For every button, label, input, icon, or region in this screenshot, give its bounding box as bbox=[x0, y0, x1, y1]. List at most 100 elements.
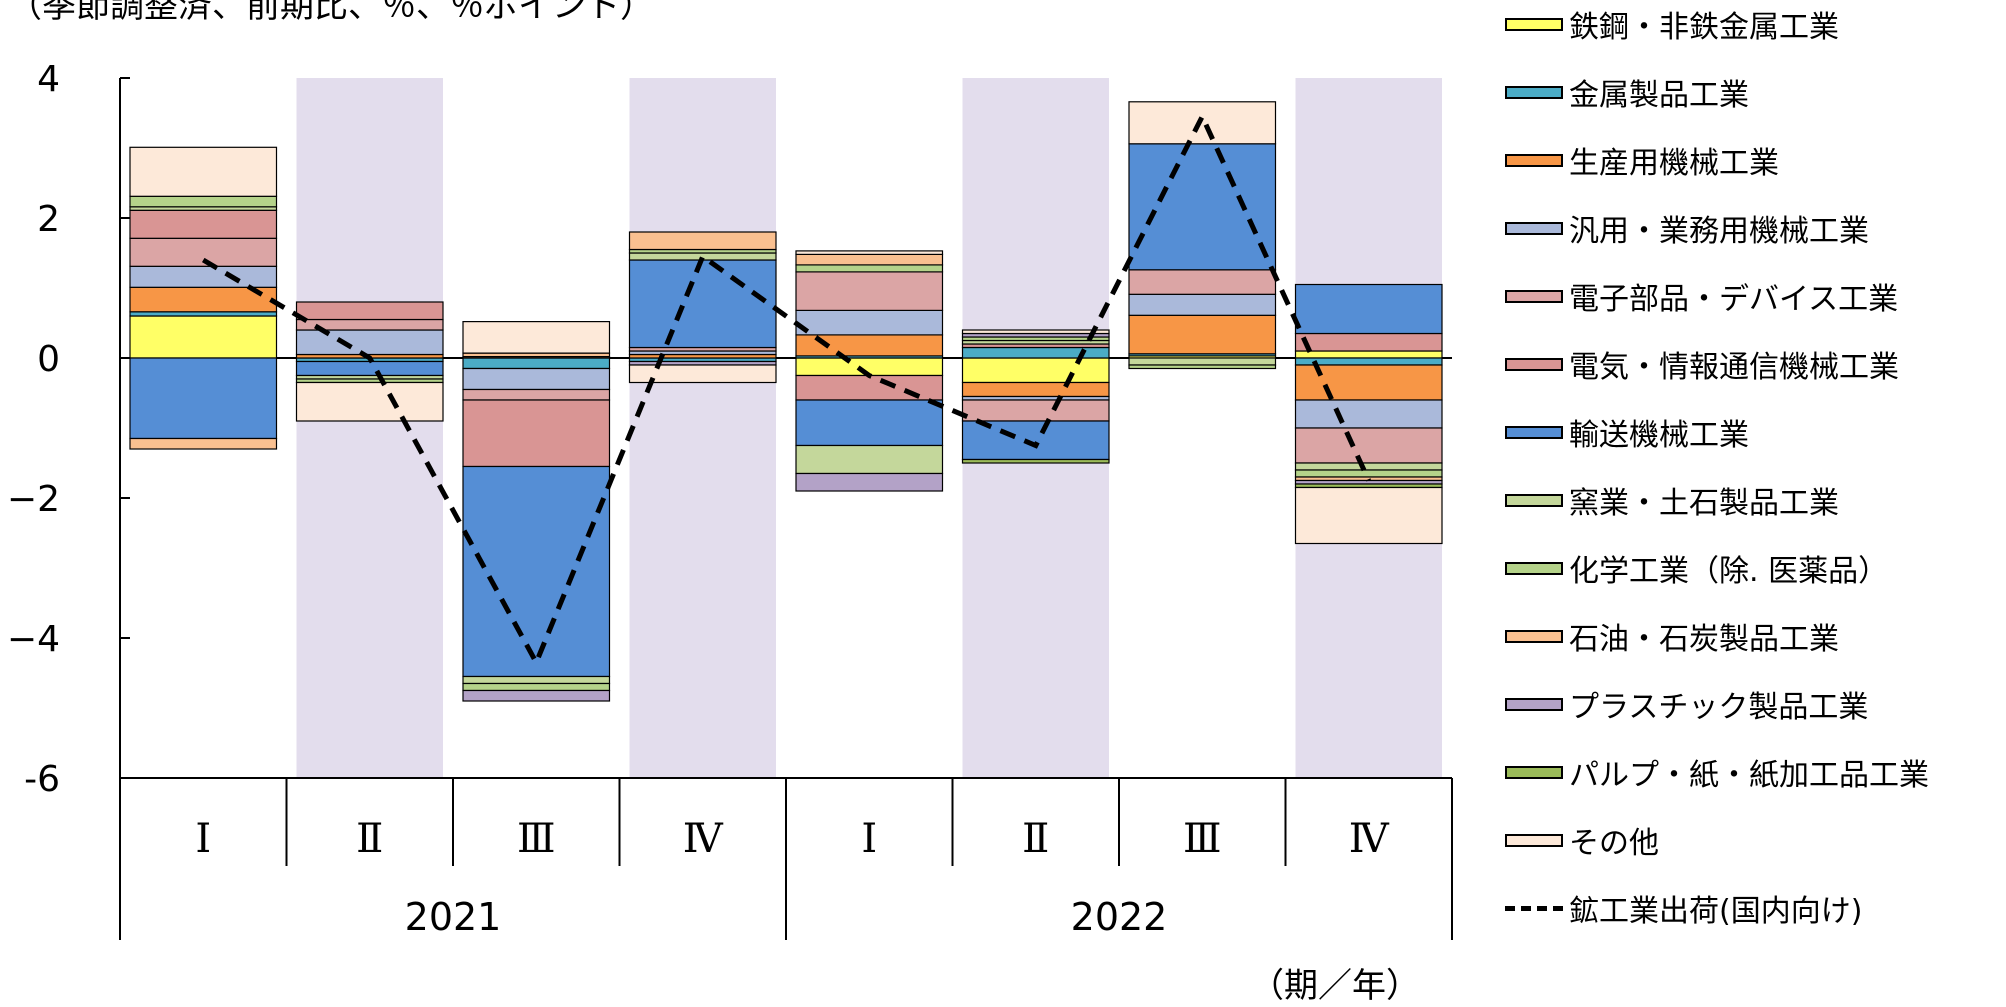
legend-label: 石油・石炭製品工業 bbox=[1569, 622, 1839, 657]
bar-segment bbox=[129, 357, 278, 440]
bar-segment bbox=[1128, 293, 1277, 316]
year-label: 2022 bbox=[1071, 895, 1168, 939]
legend-item: その他 bbox=[1505, 820, 1659, 861]
legend-label: 化学工業（除. 医薬品） bbox=[1569, 554, 1889, 589]
legend-swatch bbox=[1505, 629, 1563, 643]
bar-segment bbox=[1294, 283, 1443, 335]
category-label: Ⅰ bbox=[195, 816, 211, 862]
bar-segment bbox=[795, 309, 944, 336]
legend-label: 電子部品・デバイス工業 bbox=[1569, 282, 1899, 317]
legend-swatch bbox=[1505, 833, 1563, 847]
bar-segment bbox=[462, 689, 611, 702]
legend-label: パルプ・紙・紙加工品工業 bbox=[1569, 758, 1929, 793]
bar-segment bbox=[961, 420, 1110, 461]
period-unit-label: （期／年） bbox=[1250, 966, 1420, 1006]
legend-item: 石油・石炭製品工業 bbox=[1505, 616, 1839, 657]
bar-segment bbox=[1294, 486, 1443, 545]
legend-swatch bbox=[1505, 153, 1563, 167]
bar-segment bbox=[1128, 101, 1277, 145]
category-label: Ⅱ bbox=[1022, 816, 1049, 862]
bar-segment bbox=[1128, 314, 1277, 355]
bar-segment bbox=[1128, 357, 1277, 366]
legend-swatch bbox=[1505, 357, 1563, 371]
bar-segment bbox=[462, 388, 611, 401]
legend-item: 金属製品工業 bbox=[1505, 72, 1749, 113]
bar-segment bbox=[295, 360, 444, 377]
legend-label: 汎用・業務用機械工業 bbox=[1569, 214, 1869, 249]
bar-segment bbox=[295, 329, 444, 356]
bar-segment bbox=[1128, 143, 1277, 271]
legend-swatch bbox=[1505, 221, 1563, 235]
unit-note: （季節調整済、前期比、％、％ポイント） bbox=[8, 0, 654, 26]
legend-item: パルプ・紙・紙加工品工業 bbox=[1505, 752, 1929, 793]
legend-swatch bbox=[1505, 493, 1563, 507]
bar-segment bbox=[961, 346, 1110, 359]
legend-label: 輸送機械工業 bbox=[1569, 418, 1749, 453]
legend-item-line: 鉱工業出荷(国内向け) bbox=[1505, 888, 1863, 929]
bar-segment bbox=[628, 364, 777, 384]
legend-item: 電子部品・デバイス工業 bbox=[1505, 276, 1899, 317]
y-tick-label: 0 bbox=[37, 339, 60, 380]
legend-label: その他 bbox=[1569, 826, 1659, 861]
bar-segment bbox=[295, 381, 444, 422]
bar-segment bbox=[628, 231, 777, 251]
legend-item: 電気・情報通信機械工業 bbox=[1505, 344, 1899, 385]
bar-segment bbox=[129, 265, 278, 288]
legend-swatch bbox=[1505, 697, 1563, 711]
bar-segment bbox=[1294, 427, 1443, 464]
legend-swatch bbox=[1505, 425, 1563, 439]
bar-segment bbox=[462, 399, 611, 468]
bar-segment bbox=[462, 465, 611, 678]
bar-segment bbox=[129, 437, 278, 450]
y-tick-label: -6 bbox=[24, 759, 60, 800]
shaded-band bbox=[296, 78, 443, 778]
bar-segment bbox=[129, 311, 278, 317]
y-tick-label: 4 bbox=[37, 59, 60, 100]
bar-segment bbox=[961, 329, 1110, 335]
line-series-shipments bbox=[201, 110, 1372, 669]
legend-label: 窯業・土石製品工業 bbox=[1569, 486, 1839, 521]
bar-segment bbox=[795, 264, 944, 273]
bar-segment bbox=[795, 253, 944, 266]
bar-segment bbox=[1128, 269, 1277, 295]
shaded-band bbox=[629, 78, 776, 778]
legend-label: 生産用機械工業 bbox=[1569, 146, 1779, 181]
bar-segment bbox=[1294, 350, 1443, 359]
legend-swatch bbox=[1505, 85, 1563, 99]
bar-segment bbox=[961, 381, 1110, 398]
bar-segment bbox=[795, 472, 944, 492]
legend-swatch bbox=[1505, 765, 1563, 779]
year-label: 2021 bbox=[405, 895, 502, 939]
legend-label: プラスチック製品工業 bbox=[1569, 690, 1869, 725]
legend-label: 鉄鋼・非鉄金属工業 bbox=[1569, 10, 1839, 45]
legend-label: 鉱工業出荷(国内向け) bbox=[1569, 894, 1863, 929]
category-label: Ⅲ bbox=[1183, 816, 1222, 862]
legend-item: 窯業・土石製品工業 bbox=[1505, 480, 1839, 521]
category-label: Ⅳ bbox=[1349, 816, 1390, 862]
y-tick-label: −2 bbox=[7, 479, 60, 520]
legend-dash-line bbox=[1505, 905, 1563, 911]
legend-item: 生産用機械工業 bbox=[1505, 140, 1779, 181]
bar-segment bbox=[795, 271, 944, 311]
category-label: Ⅲ bbox=[517, 816, 556, 862]
legend-swatch bbox=[1505, 17, 1563, 31]
category-label: Ⅰ bbox=[861, 816, 877, 862]
bar-segment bbox=[795, 250, 944, 255]
y-tick-label: 2 bbox=[37, 199, 60, 240]
bar-segment bbox=[795, 399, 944, 447]
legend-item: プラスチック製品工業 bbox=[1505, 684, 1869, 725]
bar-segment bbox=[462, 321, 611, 354]
category-label: Ⅳ bbox=[683, 816, 724, 862]
bar-segment bbox=[295, 301, 444, 321]
bar-segment bbox=[961, 458, 1110, 464]
bar-segment bbox=[462, 675, 611, 685]
bar-segment bbox=[129, 209, 278, 239]
bar-segment bbox=[1294, 332, 1443, 352]
bar-segment bbox=[1294, 462, 1443, 471]
bar-segment bbox=[1128, 364, 1277, 370]
legend-item: 輸送機械工業 bbox=[1505, 412, 1749, 453]
legend-swatch bbox=[1505, 561, 1563, 575]
bar-segment bbox=[961, 399, 1110, 422]
legend-item: 化学工業（除. 医薬品） bbox=[1505, 548, 1889, 589]
